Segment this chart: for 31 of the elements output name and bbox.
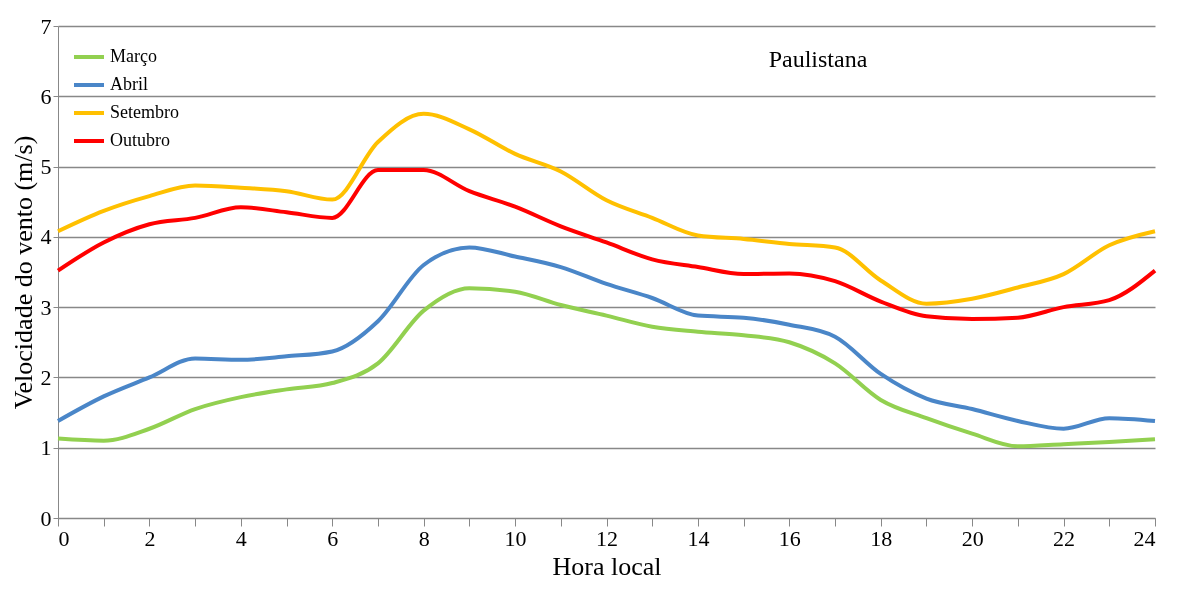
- x-tick-label: 4: [235, 525, 247, 551]
- y-tick-label: 7: [40, 13, 52, 39]
- y-tick-label: 1: [40, 435, 52, 461]
- legend-label: Março: [110, 46, 157, 66]
- y-tick-label: 6: [40, 83, 52, 109]
- x-tick-label: 20: [961, 525, 984, 551]
- x-tick-label: 14: [687, 525, 710, 551]
- x-tick-label: 0: [58, 525, 70, 551]
- x-tick-label: 22: [1053, 525, 1076, 551]
- x-tick-label: 2: [144, 525, 156, 551]
- x-tick-label: 18: [870, 525, 893, 551]
- text: Paulistana: [768, 46, 868, 72]
- y-tick-label: 2: [40, 364, 52, 390]
- y-tick-label: 5: [40, 154, 52, 180]
- x-axis-title: Hora local: [552, 551, 662, 581]
- y-tick-label: 3: [40, 294, 52, 320]
- legend-label: Outubro: [110, 130, 170, 150]
- x-tick-label: 10: [504, 525, 527, 551]
- y-tick-label: 0: [40, 505, 52, 531]
- y-axis-title: Velocidade do vento (m/s): [8, 135, 38, 410]
- x-tick-label: 24: [1133, 525, 1156, 551]
- x-tick-label: 12: [596, 525, 618, 551]
- legend-label: Setembro: [110, 102, 179, 122]
- x-tick-label: 6: [327, 525, 339, 551]
- x-tick-label: 8: [418, 525, 430, 551]
- x-tick-label: 16: [778, 525, 801, 551]
- line-series: [56, 286, 1157, 449]
- line-series: [56, 168, 1157, 322]
- y-tick-label: 4: [40, 224, 52, 250]
- legend-label: Abril: [110, 74, 148, 94]
- line-series: [56, 245, 1157, 431]
